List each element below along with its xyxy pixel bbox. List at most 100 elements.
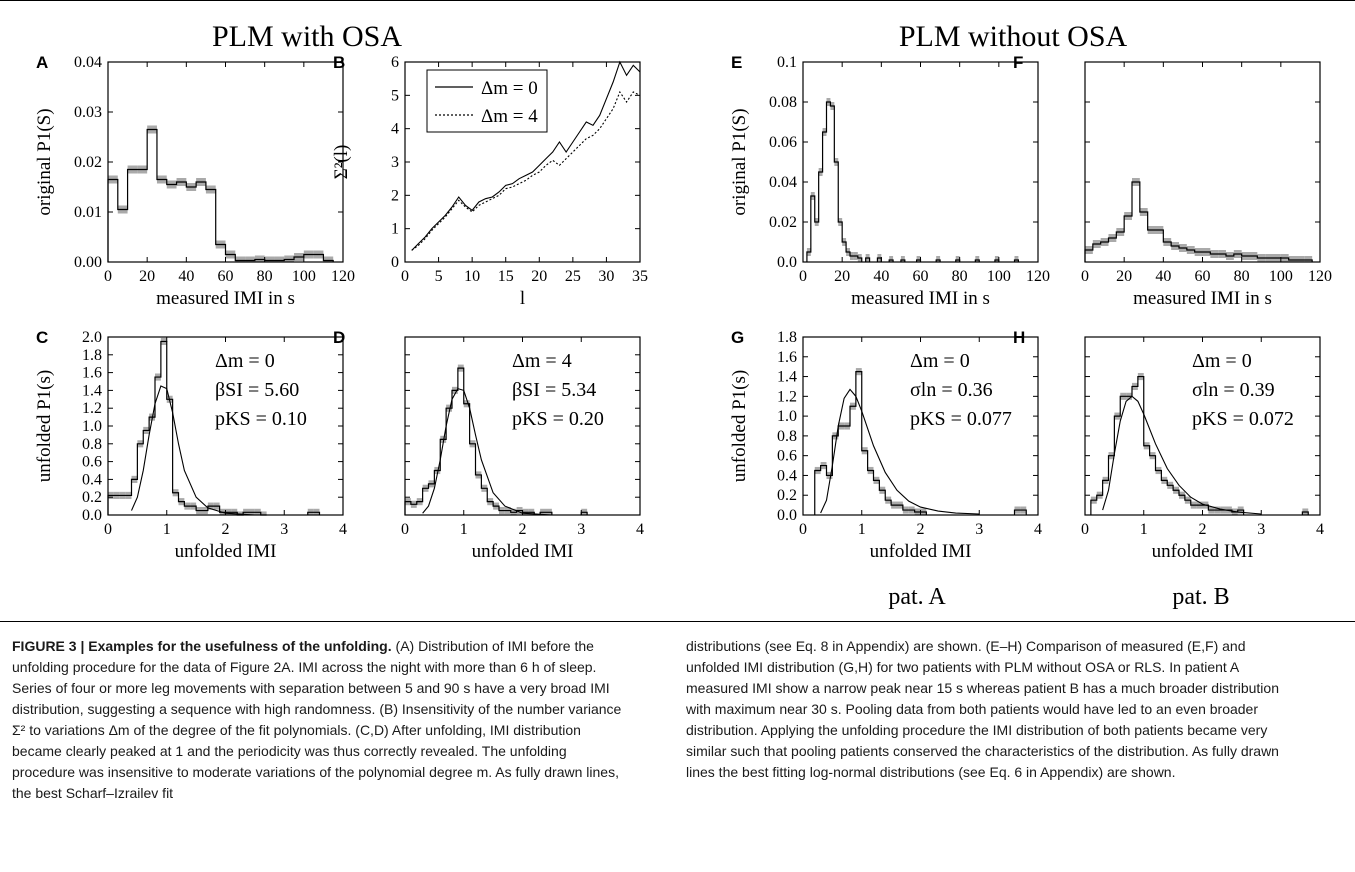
histogram-steps: [806, 101, 1020, 262]
x-tick-label: 25: [565, 268, 581, 285]
x-tick-label: 35: [632, 268, 648, 285]
x-axis-label: l: [520, 288, 525, 309]
caption-right: distributions (see Eq. 8 in Appendix) ar…: [686, 636, 1301, 783]
annotation-text: Δm = 0: [910, 350, 970, 372]
x-tick-label: 20: [1116, 268, 1132, 285]
x-axis-label: unfolded IMI: [472, 541, 574, 562]
x-tick-label: 15: [498, 268, 514, 285]
x-tick-label: 1: [460, 521, 468, 538]
error-band: [274, 256, 285, 262]
x-tick-label: 2: [917, 521, 925, 538]
legend: Δm = 0 Δm = 4: [426, 69, 548, 133]
x-axis-label: unfolded IMI: [870, 541, 972, 562]
y-axis-label: original P1(S): [729, 108, 750, 215]
y-tick-label: 0.02: [74, 154, 102, 171]
x-tick-label: 1: [858, 521, 866, 538]
x-tick-label: 3: [577, 521, 585, 538]
plot-frame: [107, 61, 344, 263]
x-tick-label: 4: [636, 521, 644, 538]
y-tick-label: 5: [391, 87, 399, 104]
error-band: [936, 256, 941, 262]
error-band: [237, 511, 244, 515]
error-band: [1296, 256, 1305, 262]
y-tick-label: 2.0: [82, 329, 102, 346]
x-axis-label: unfolded IMI: [175, 541, 277, 562]
error-band: [284, 255, 295, 262]
annotation-text: pKS = 0.20: [512, 408, 604, 430]
patient-label-b: pat. B: [1172, 584, 1229, 610]
x-tick-label: 80: [1234, 268, 1250, 285]
x-tick-label: 2: [519, 521, 527, 538]
y-tick-label: 0.2: [777, 487, 797, 504]
error-band: [1288, 256, 1297, 262]
x-tick-label: 0: [104, 268, 112, 285]
caption-left: FIGURE 3 | Examples for the usefulness o…: [12, 636, 627, 804]
annotation-text: pKS = 0.10: [215, 408, 307, 430]
panel-A: A 0 20 40 60 80 100 120 0.00 0.01 0.02 0.03 0.04 meas…: [34, 53, 355, 309]
top-rule: [0, 0, 1355, 1]
y-tick-label: 1.0: [777, 408, 797, 425]
y-tick-label: 0.02: [769, 214, 797, 231]
x-tick-label: 0: [1081, 268, 1089, 285]
y-tick-label: 1.2: [82, 400, 102, 417]
x-tick-label: 0: [799, 521, 807, 538]
error-band: [260, 511, 267, 515]
x-tick-label: 3: [1257, 521, 1265, 538]
x-tick-label: 40: [178, 268, 194, 285]
x-axis-label: unfolded IMI: [1152, 541, 1254, 562]
x-tick-label: 2: [1199, 521, 1207, 538]
y-tick-label: 0.6: [777, 448, 797, 465]
error-band: [254, 255, 265, 262]
y-tick-label: 0.06: [769, 134, 797, 151]
y-tick-label: 1.8: [777, 329, 797, 346]
x-tick-label: 3: [280, 521, 288, 538]
histogram-steps: [1084, 181, 1313, 262]
caption-figure-label: FIGURE 3 | Examples for the usefulness o…: [12, 638, 392, 654]
fit-curve: [820, 388, 980, 515]
group-title-right: PLM without OSA: [899, 20, 1128, 53]
panel-letter-F: F: [1013, 53, 1023, 72]
annotation-text: βSI = 5.60: [215, 379, 299, 401]
fit-curve: [1102, 395, 1262, 515]
panel-letter-E: E: [731, 53, 742, 72]
x-tick-label: 20: [139, 268, 155, 285]
y-axis-label: unfolded P1(s): [34, 370, 55, 482]
panel-letter-B: B: [333, 53, 345, 72]
x-tick-label: 0: [104, 521, 112, 538]
y-tick-label: 0.1: [777, 54, 797, 71]
panel-C: C 0 1 2 3 4 0.00.20.40.60.81.01.21.41.61.82.0 u…: [34, 328, 347, 562]
y-tick-label: 1.6: [777, 349, 797, 366]
panel-D: D 0 1 2 3 4 unfolded IMI Δm = 4 βSI = 5.34 pKS = …: [333, 328, 644, 562]
panel-letter-G: G: [731, 328, 744, 347]
panel-B: B Δm = 0 Δm = 4 0 5 10 15 20 25 30 35 0 1 2 3 4 5 6 l Σ²(l): [331, 53, 648, 309]
y-tick-label: 0.6: [82, 454, 102, 471]
y-tick-label: 1.2: [777, 388, 797, 405]
y-tick-label: 3: [391, 154, 399, 171]
x-tick-label: 4: [1034, 521, 1042, 538]
x-axis-label: measured IMI in s: [851, 288, 990, 309]
histogram-steps: [107, 128, 334, 262]
x-tick-label: 60: [218, 268, 234, 285]
y-tick-label: 0.2: [82, 489, 102, 506]
y-tick-label: 1.4: [777, 369, 797, 386]
x-tick-label: 120: [331, 268, 355, 285]
error-band: [994, 256, 999, 262]
error-band: [900, 256, 905, 262]
x-tick-label: 10: [464, 268, 480, 285]
panel-letter-H: H: [1013, 328, 1025, 347]
x-axis-label: measured IMI in s: [1133, 288, 1272, 309]
x-tick-label: 120: [1308, 268, 1332, 285]
y-tick-label: 0.4: [777, 467, 797, 484]
separator-rule: [0, 621, 1355, 622]
x-tick-label: 40: [873, 268, 889, 285]
x-axis-label: measured IMI in s: [156, 288, 295, 309]
caption-left-text: (A) Distribution of IMI before the unfol…: [12, 638, 622, 801]
x-tick-label: 0: [1081, 521, 1089, 538]
x-tick-label: 20: [531, 268, 547, 285]
panel-F: F 0 20 40 60 80 100 120 measured IMI in s: [1013, 53, 1332, 309]
x-tick-label: 3: [975, 521, 983, 538]
histogram-steps: [1090, 375, 1309, 515]
patient-label-a: pat. A: [888, 584, 946, 610]
y-tick-label: 6: [391, 54, 399, 71]
annotation-text: pKS = 0.072: [1192, 408, 1294, 430]
